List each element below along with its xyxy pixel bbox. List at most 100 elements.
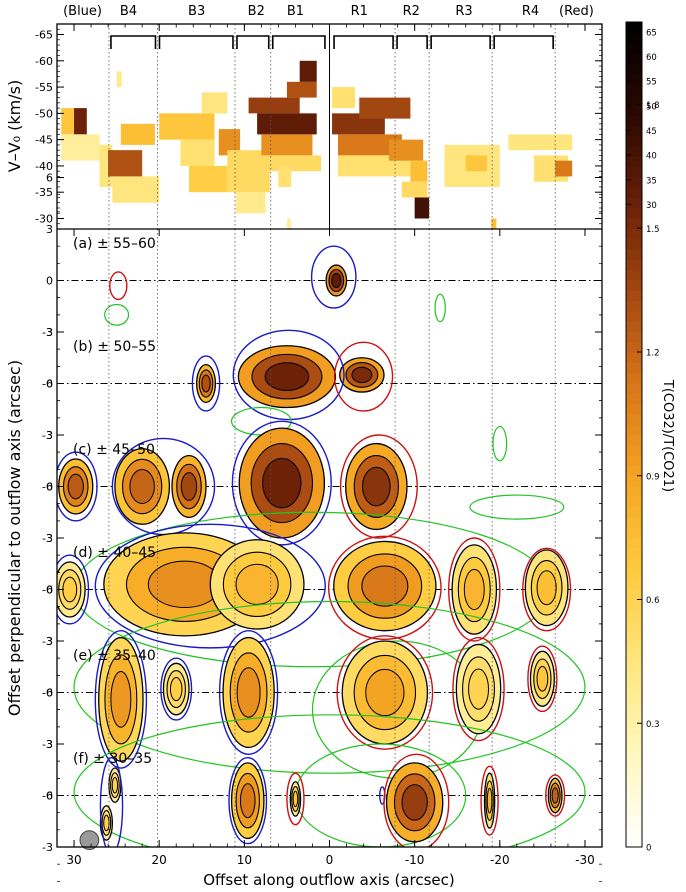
ratio-blob (129, 469, 155, 504)
colorbar-step (626, 609, 642, 621)
black-contour (401, 784, 428, 821)
y-tick-label: -65 (35, 29, 53, 42)
ratio-blob (181, 472, 197, 501)
red-contour (522, 547, 572, 632)
ratio-cell (116, 71, 122, 88)
black-contour (462, 656, 496, 722)
black-contour (110, 671, 132, 728)
y-tick-label: -3 (42, 635, 53, 648)
ratio-blob (201, 375, 211, 392)
black-contour (251, 353, 323, 400)
black-contour (393, 773, 436, 832)
colorbar-step (626, 83, 642, 95)
ratio-cell (508, 134, 573, 151)
colorbar-step (626, 455, 642, 467)
ratio-blob (552, 787, 559, 804)
colorbar-step (626, 733, 642, 745)
ratio-cell (180, 139, 215, 166)
black-contour (353, 654, 417, 731)
green-contour (469, 494, 565, 520)
colorbar-step (626, 382, 642, 394)
black-contour (485, 780, 494, 821)
colorbar-velocity-label: 40 (646, 152, 657, 162)
knot-label: B3 (188, 4, 205, 19)
y-tick-label: -3 (42, 738, 53, 751)
channel-panel-label: (a) ± 55–60 (73, 236, 156, 252)
black-contour (361, 565, 409, 607)
colorbar-tick-label: 1.2 (646, 349, 660, 359)
blue-contour (231, 420, 332, 546)
y-tick-label: 0 (46, 584, 53, 597)
ratio-blob (537, 570, 557, 605)
colorbar-step (626, 403, 642, 415)
black-contour (325, 264, 348, 297)
y-tick-label: -55 (35, 81, 53, 94)
colorbar-step (626, 517, 642, 528)
black-contour (289, 781, 302, 817)
colorbar-step (626, 341, 642, 353)
colorbar-step (626, 145, 642, 157)
velocity-ratio-image (61, 60, 573, 229)
black-contour (345, 442, 408, 531)
ratio-blob (265, 362, 309, 391)
colorbar-step (626, 42, 642, 54)
colorbar-step (626, 207, 642, 219)
y-tick-label: -40 (35, 160, 53, 173)
black-contour (209, 539, 305, 630)
black-contour (180, 472, 198, 501)
black-contour (230, 762, 265, 840)
blue-contour (57, 451, 98, 522)
colorbar-step (626, 599, 642, 611)
colorbar-step (626, 321, 642, 332)
ratio-blob (112, 777, 118, 793)
ratio-blob (148, 561, 222, 608)
ratio-blob (262, 458, 301, 508)
red-contour (336, 635, 434, 750)
y-tick-label: 0 (46, 790, 53, 803)
black-contour (347, 553, 423, 619)
ratio-blob (68, 474, 84, 499)
colorbar-tick-label: 0.9 (646, 472, 660, 482)
colorbar-step (626, 238, 642, 250)
colorbar: 0 0.3 0.6 0.9 1.2 1.5 1.8 30 35 40 45 50 55 60 65 (625, 21, 660, 854)
channel-panel: (f) ± 30–35 (57, 714, 602, 847)
colorbar-step (626, 475, 642, 487)
black-contour (201, 374, 211, 393)
knot-label: R3 (455, 4, 472, 19)
y-tick-label: 3 (46, 635, 53, 648)
blue-contour (94, 523, 326, 649)
red-contour (452, 636, 505, 742)
colorbar-step (626, 816, 642, 827)
ratio-blob (351, 367, 372, 383)
colorbar-step (626, 547, 642, 559)
red-contour (383, 753, 450, 847)
colorbar-step (626, 114, 642, 126)
knot-bracket (430, 35, 491, 49)
y-tick-label: -30 (35, 212, 53, 225)
colorbar-step (626, 774, 642, 786)
colorbar-step (626, 32, 642, 44)
black-contour (455, 643, 502, 735)
knot-bracket (271, 35, 326, 49)
colorbar-step (626, 362, 642, 374)
ratio-cell (248, 97, 300, 114)
black-contour (235, 772, 260, 829)
colorbar-step (626, 197, 642, 209)
knot-bracket (110, 35, 157, 49)
y-tick-label: 3 (46, 738, 53, 751)
black-contour (121, 458, 163, 515)
colorbar-step (626, 640, 642, 652)
channel-panel-label: (c) ± 45–50 (73, 442, 155, 458)
black-contour (549, 782, 561, 809)
black-contour (463, 568, 485, 611)
knot-label: B4 (120, 4, 137, 19)
y-tick-label: -3 (42, 841, 53, 854)
ratio-cell (338, 155, 411, 177)
colorbar-step (626, 496, 642, 508)
colorbar-step (626, 156, 642, 167)
black-contour (331, 273, 342, 288)
black-contour (345, 362, 379, 388)
black-contour (333, 540, 437, 632)
colorbar-step (626, 826, 642, 838)
colorbar-step (626, 537, 642, 549)
